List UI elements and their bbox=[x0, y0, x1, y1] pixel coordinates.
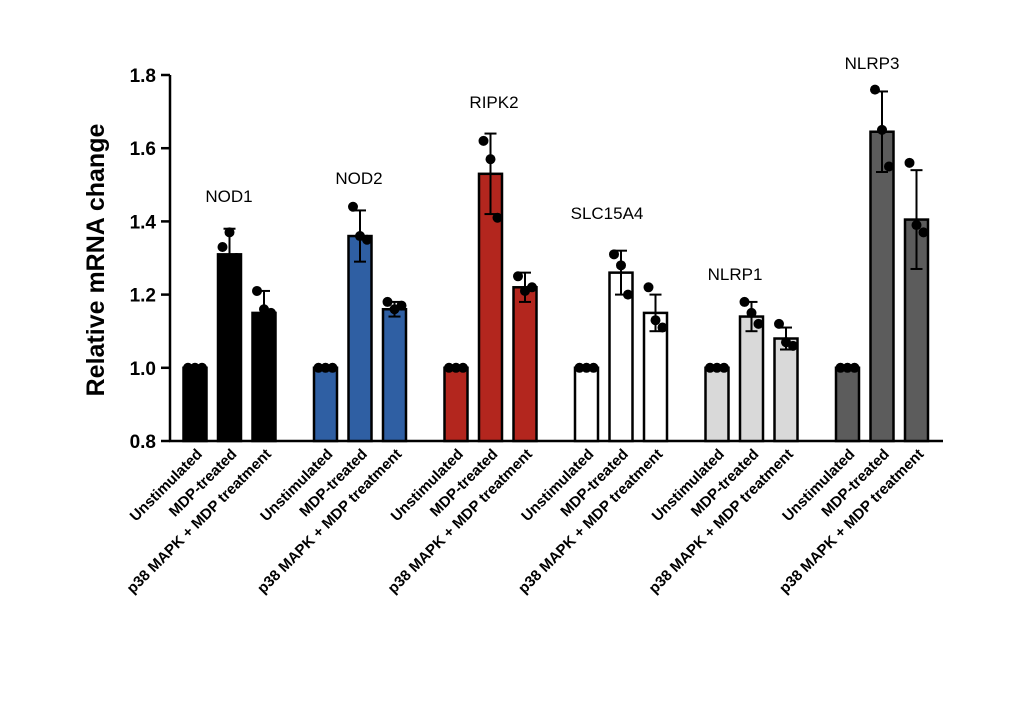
data-point bbox=[458, 362, 468, 373]
data-point bbox=[870, 84, 880, 95]
data-point bbox=[609, 249, 619, 260]
bar bbox=[773, 337, 799, 443]
data-point bbox=[904, 157, 915, 168]
group-label-slc15a4: SLC15A4 bbox=[571, 204, 644, 223]
bar-group-nlrp1 bbox=[704, 296, 799, 443]
data-point bbox=[623, 289, 633, 300]
bar-group-nod2 bbox=[312, 201, 408, 443]
data-point bbox=[835, 362, 846, 373]
data-point bbox=[753, 318, 764, 329]
data-point bbox=[746, 307, 757, 318]
data-point bbox=[266, 307, 276, 318]
bar bbox=[312, 366, 339, 443]
data-point bbox=[252, 285, 262, 296]
data-point bbox=[574, 362, 585, 373]
data-point bbox=[190, 362, 200, 373]
group-label-nod1: NOD1 bbox=[205, 187, 252, 206]
data-point bbox=[224, 227, 235, 238]
bar bbox=[869, 130, 895, 443]
y-tick-label: 1.0 bbox=[130, 359, 156, 380]
x-tick-label: p38 MAPK + MDP treatment bbox=[254, 446, 405, 597]
data-point bbox=[478, 135, 489, 146]
x-tick-label: p38 MAPK + MDP treatment bbox=[515, 446, 666, 597]
y-tick-label: 1.2 bbox=[130, 286, 156, 307]
bar bbox=[573, 366, 600, 443]
data-point bbox=[643, 282, 654, 293]
data-point bbox=[588, 362, 599, 373]
data-point bbox=[788, 340, 798, 351]
data-point bbox=[842, 362, 853, 373]
bar bbox=[738, 315, 765, 443]
data-point bbox=[705, 362, 715, 373]
y-tick-label: 0.8 bbox=[130, 432, 156, 453]
data-point bbox=[444, 362, 454, 373]
data-point bbox=[877, 124, 887, 135]
data-point bbox=[712, 362, 722, 373]
data-point bbox=[739, 296, 750, 307]
data-point bbox=[884, 161, 894, 172]
x-tick-label: p38 MAPK + MDP treatment bbox=[124, 446, 275, 597]
data-point bbox=[527, 282, 537, 293]
bar bbox=[443, 366, 469, 443]
bar bbox=[216, 253, 243, 443]
data-point bbox=[657, 322, 668, 333]
data-point bbox=[197, 362, 207, 373]
group-label-ripk2: RIPK2 bbox=[469, 93, 518, 112]
group-label-nlrp1: NLRP1 bbox=[708, 265, 763, 284]
data-point bbox=[348, 201, 358, 212]
data-point bbox=[581, 362, 592, 373]
bar bbox=[704, 366, 730, 443]
chart-bars bbox=[182, 84, 930, 443]
x-tick-label: p38 MAPK + MDP treatment bbox=[646, 446, 797, 597]
y-axis-title: Relative mRNA change bbox=[82, 124, 110, 397]
data-point bbox=[183, 362, 193, 373]
data-point bbox=[513, 271, 523, 282]
data-point bbox=[327, 362, 338, 373]
bar-group-ripk2 bbox=[443, 132, 538, 443]
chart-axes: 0.8 1.0 1.2 1.4 1.6 1.8 Relative mRNA change bbox=[82, 66, 943, 453]
data-point bbox=[616, 260, 626, 271]
x-tick-label: p38 MAPK + MDP treatment bbox=[776, 446, 927, 597]
data-point bbox=[774, 318, 784, 329]
group-label-nlrp3: NLRP3 bbox=[845, 54, 900, 73]
data-point bbox=[451, 362, 461, 373]
data-point bbox=[313, 362, 324, 373]
data-point bbox=[362, 234, 372, 245]
data-point bbox=[918, 227, 929, 238]
group-label-nod2: NOD2 bbox=[335, 169, 382, 188]
bar bbox=[182, 366, 208, 443]
bar bbox=[834, 366, 861, 443]
data-point bbox=[320, 362, 331, 373]
x-tick-label: p38 MAPK + MDP treatment bbox=[385, 446, 536, 597]
data-point bbox=[650, 315, 661, 326]
data-point bbox=[849, 362, 860, 373]
data-point bbox=[719, 362, 729, 373]
bar-group-slc15a4 bbox=[573, 249, 669, 443]
bar-group-nod1 bbox=[182, 227, 277, 443]
data-point bbox=[396, 300, 407, 311]
data-point bbox=[217, 242, 228, 253]
bar bbox=[512, 286, 538, 443]
data-point bbox=[485, 154, 496, 165]
y-tick-label: 1.4 bbox=[130, 212, 157, 233]
bar-group-nlrp3 bbox=[834, 84, 930, 443]
bar bbox=[381, 307, 408, 443]
y-tick-label: 1.8 bbox=[130, 66, 156, 87]
data-point bbox=[492, 212, 503, 223]
data-point bbox=[382, 296, 393, 307]
bar bbox=[347, 234, 373, 443]
y-tick-label: 1.6 bbox=[130, 139, 156, 160]
data-point bbox=[231, 253, 242, 263]
data-point bbox=[911, 220, 922, 231]
